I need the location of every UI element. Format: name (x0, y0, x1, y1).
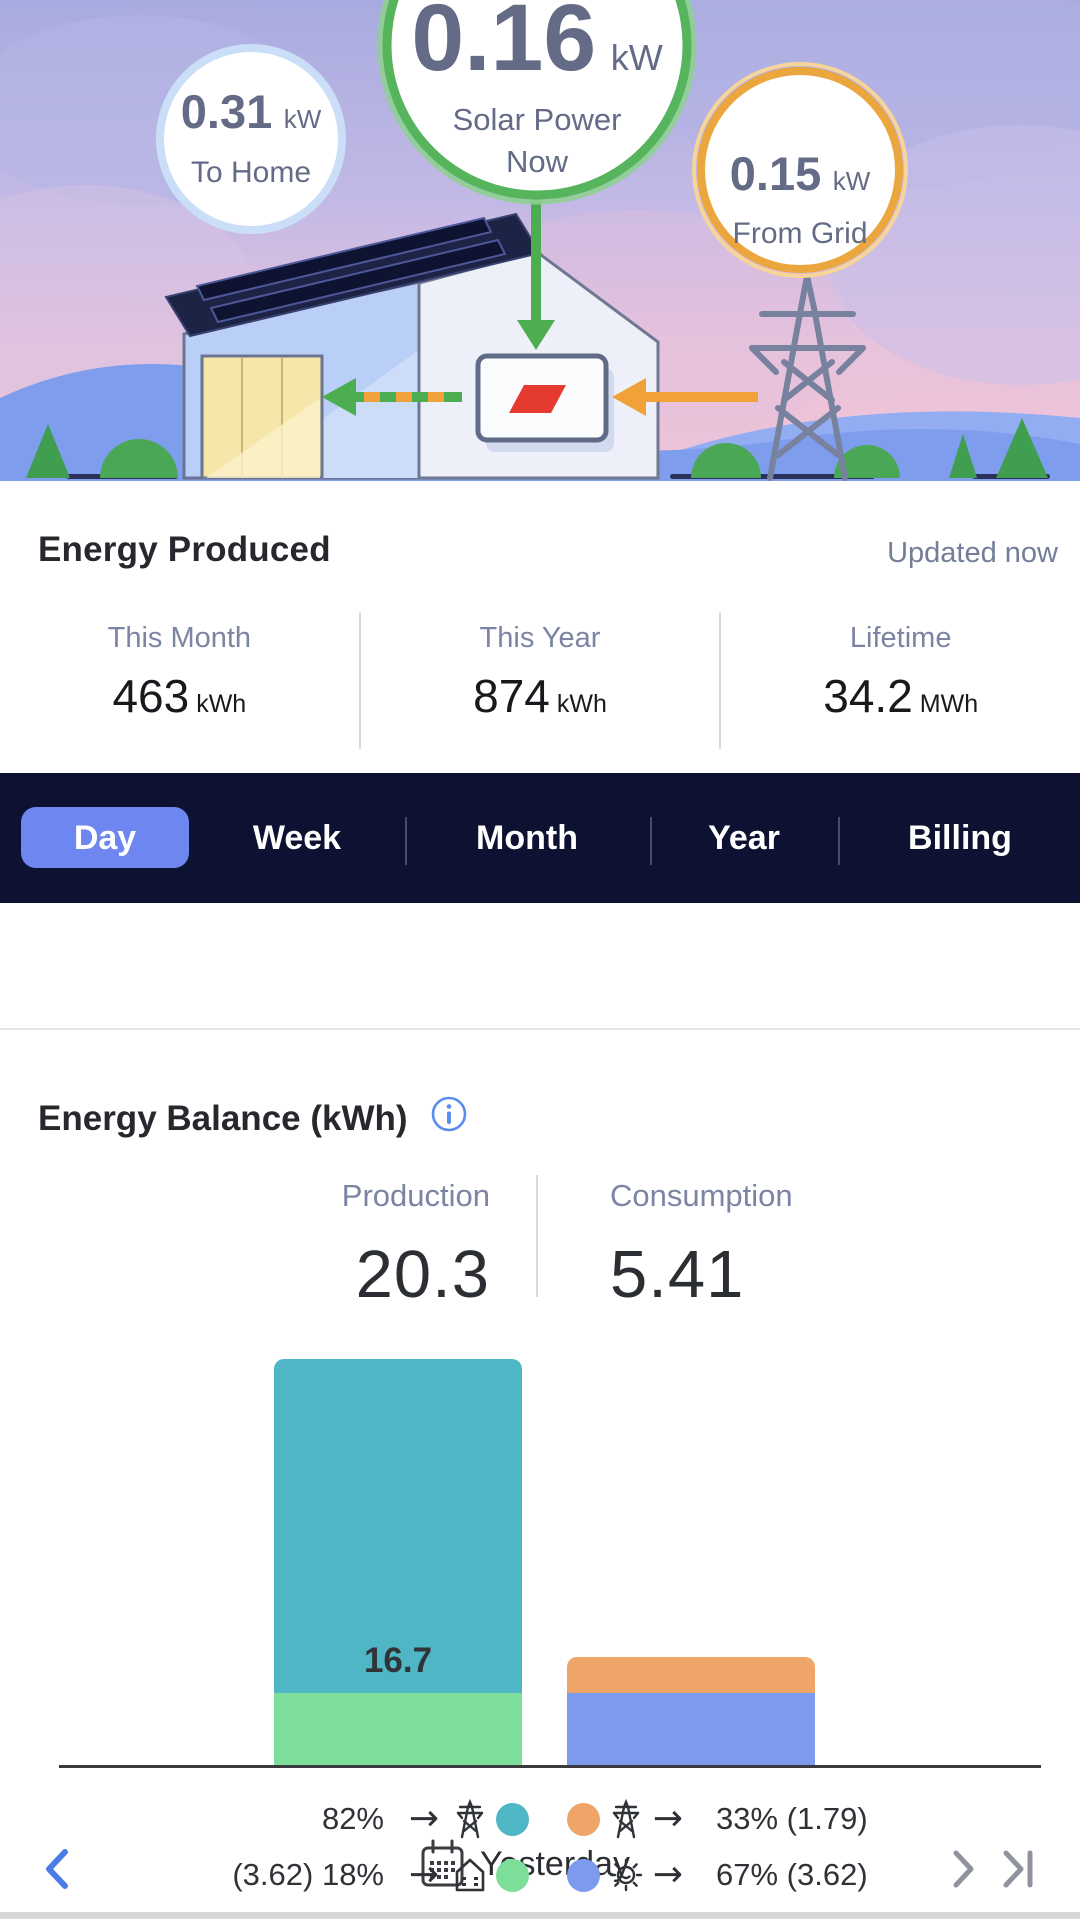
sun-icon (609, 1858, 643, 1892)
legend-row-self-consumption: (3.62) 18% → → 67% (3.62) (150, 1852, 950, 1898)
from-grid-bubble: 0.15 kW From Grid (692, 62, 908, 278)
tab-divider (838, 817, 840, 865)
stat-unit: MWh (919, 690, 979, 718)
hero-svg: 0.16 kW Solar Power Now 0.31 kW To Home … (0, 0, 1080, 481)
tab-month[interactable]: Month (476, 819, 578, 857)
consumption-grid-segment (567, 1656, 815, 1693)
stat-label: This Month (107, 622, 252, 654)
skip-to-today-icon[interactable] (1000, 1849, 1040, 1889)
transmission-tower (749, 275, 866, 481)
solar-power-label-1: Solar Power (453, 102, 622, 137)
export-dot (496, 1802, 529, 1836)
energy-produced-stats: This Month 463 kWh This Year 874 kWh Lifet… (0, 612, 1080, 749)
to-home-unit: kW (284, 104, 322, 134)
energy-balance-chart: 16.7 (59, 1353, 1041, 1768)
arrow-right-icon: → (408, 1854, 440, 1895)
consumption-label: Consumption (610, 1178, 793, 1213)
solar-consumption-dot (567, 1858, 600, 1892)
arrow-right-icon: → (408, 1798, 440, 1839)
arrow-right-icon: → (652, 1854, 684, 1895)
consumption-stat: Consumption 5.41 (610, 1178, 1080, 1313)
stat-unit: kWh (556, 690, 607, 718)
transmission-tower-icon (612, 1799, 640, 1839)
production-stat: Production 20.3 (0, 1178, 490, 1313)
legend-right-text: 67% (3.62) (716, 1857, 868, 1892)
flow-arrows (322, 196, 758, 416)
stat-this-month: This Month 463 kWh (0, 612, 359, 749)
house (164, 212, 660, 480)
transmission-tower-icon (456, 1799, 484, 1839)
energy-balance-title: Energy Balance (kWh) (38, 1095, 468, 1142)
to-home-value: 0.31 (181, 85, 272, 138)
to-home-label: To Home (191, 156, 311, 189)
production-value: 20.3 (355, 1237, 490, 1312)
self-consumed-dot (496, 1858, 529, 1892)
svg-text:0.31 kW: 0.31 kW (181, 85, 322, 138)
active-tab-pill[interactable] (21, 807, 189, 868)
energy-balance-title-text: Energy Balance (kWh) (38, 1098, 408, 1138)
svg-text:0.15 kW: 0.15 kW (730, 147, 871, 200)
stat-unit: kWh (196, 690, 247, 718)
stat-label: Lifetime (849, 622, 952, 654)
tab-week[interactable]: Week (252, 819, 342, 857)
import-dot (567, 1802, 600, 1836)
production-bar: 16.7 (274, 1358, 522, 1765)
stat-label: This Year (479, 622, 601, 654)
svg-text:0.16 kW: 0.16 kW (411, 0, 662, 91)
legend-right-text: 33% (1.79) (716, 1801, 868, 1836)
energy-flow-illustration: 0.16 kW Solar Power Now 0.31 kW To Home … (0, 0, 1080, 481)
production-label: Production (341, 1178, 490, 1213)
stat-value: 874 kWh (473, 670, 607, 722)
tab-billing[interactable]: Billing (908, 819, 1012, 857)
house-icon (455, 1858, 485, 1892)
date-navigation: Yesterday (0, 903, 1080, 1889)
grid-to-inverter-arrow (640, 392, 758, 402)
info-icon[interactable] (430, 1095, 468, 1142)
consumption-solar-segment (567, 1692, 815, 1765)
production-exported-segment (274, 1358, 522, 1693)
tab-divider (650, 817, 652, 865)
solar-panel-row-2 (195, 216, 493, 302)
tab-divider (405, 817, 407, 865)
to-home-bubble: 0.31 kW To Home (156, 44, 346, 234)
stat-lifetime: Lifetime 34.2 MWh (719, 612, 1080, 749)
tab-day[interactable]: Day (73, 819, 137, 857)
solar-power-unit: kW (611, 37, 663, 78)
legend-left-text: 82% (321, 1801, 384, 1836)
prev-day-chevron-icon[interactable] (42, 1847, 72, 1891)
consumption-value: 5.41 (610, 1237, 745, 1312)
tab-year[interactable]: Year (708, 819, 780, 857)
arrow-right-icon: → (652, 1798, 684, 1839)
bushes (100, 439, 900, 478)
solar-panel-row-1 (209, 238, 507, 324)
stat-value: 34.2 MWh (823, 670, 979, 722)
from-grid-value: 0.15 (730, 147, 821, 200)
section-divider (0, 1912, 1080, 1919)
production-self-consumed-segment (274, 1692, 522, 1765)
from-grid-unit: kW (833, 166, 871, 196)
trees (26, 418, 1048, 478)
period-tab-bar: Day Week Month Year Billing (0, 773, 1080, 903)
energy-produced-title: Energy Produced (38, 530, 331, 569)
legend-row-export: 82% → → 33% (1.79) (150, 1796, 950, 1842)
from-grid-label: From Grid (733, 217, 868, 250)
next-day-chevron-icon[interactable] (950, 1849, 978, 1889)
consumption-bar (567, 1656, 815, 1765)
chart-baseline (59, 1765, 1041, 1768)
solar-power-label-2: Now (506, 144, 569, 179)
legend-left-text: (3.62) 18% (232, 1857, 384, 1892)
balance-divider (536, 1175, 538, 1297)
solar-power-value: 0.16 (411, 0, 596, 91)
stat-value: 463 kWh (112, 670, 247, 722)
inverter-logo (509, 385, 566, 413)
stat-this-year: This Year 874 kWh (358, 612, 720, 749)
updated-status: Updated now (887, 537, 1058, 569)
solar-power-bubble: 0.16 kW Solar Power Now (377, 0, 697, 205)
solar-to-inverter-arrow (531, 196, 541, 324)
bar-value-label: 16.7 (363, 1641, 433, 1680)
